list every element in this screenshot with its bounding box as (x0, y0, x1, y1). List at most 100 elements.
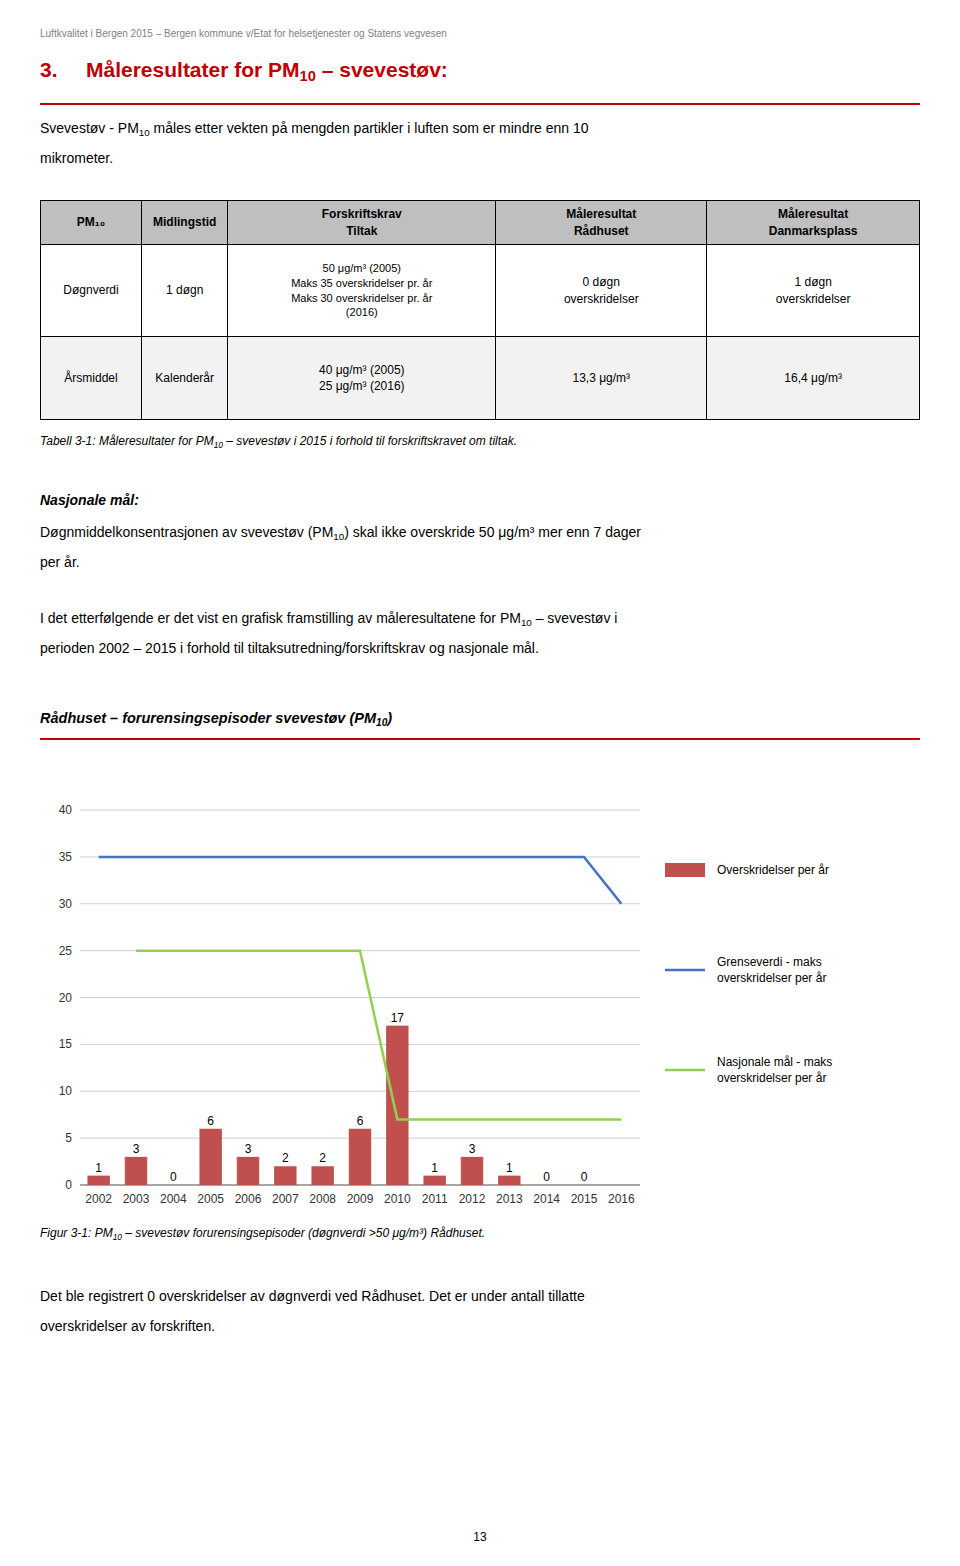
text-run: Døgnmiddelkonsentrasjonen av svevestøv (… (40, 524, 333, 540)
text-run: mikrometer. (40, 150, 113, 166)
figure-caption: Figur 3-1: PM10 – svevestøv forurensings… (40, 1226, 485, 1240)
subscript: 10 (333, 531, 344, 542)
x-tick-label: 2009 (347, 1192, 374, 1206)
data-label: 2 (282, 1151, 289, 1165)
bar (423, 1176, 445, 1185)
x-tick-label: 2004 (160, 1192, 187, 1206)
data-label: 0 (170, 1170, 177, 1184)
series-line (99, 857, 622, 904)
table-column (142, 201, 228, 420)
data-label: 3 (469, 1142, 476, 1156)
legend-label-line: overskridelser per år (717, 971, 826, 985)
text-run: – svevestøv forurensingsepisoder (døgnve… (122, 1226, 485, 1240)
subscript: 10 (300, 68, 316, 84)
data-label: 1 (506, 1161, 513, 1175)
separator (40, 738, 920, 740)
national-heading: Nasjonale mål: (40, 492, 139, 508)
bar (125, 1157, 147, 1185)
y-tick-label: 10 (59, 1084, 73, 1098)
table-caption: Tabell 3-1: Måleresultater for PM10 – sv… (40, 434, 517, 448)
data-label: 17 (391, 1011, 405, 1025)
text-run: per år. (40, 554, 80, 570)
period-line: perioden 2002 – 2015 i forhold til tilta… (40, 640, 539, 656)
chart: 0510152025303540200220032004200520062007… (0, 790, 960, 1210)
x-tick-label: 2014 (533, 1192, 560, 1206)
plot-marks (87, 857, 621, 1185)
x-tick-label: 2008 (309, 1192, 336, 1206)
table-cell: 50 μg/m³ (2005) Maks 35 overskridelser p… (228, 245, 496, 337)
grid-line (80, 903, 640, 904)
x-tick-label: 2012 (459, 1192, 486, 1206)
table-cell: Årsmiddel (41, 337, 142, 420)
grid-line (80, 810, 640, 811)
bar (162, 1185, 184, 1186)
national-line: per år. (40, 554, 80, 570)
subscript: 10 (521, 617, 532, 628)
series-line (136, 951, 621, 1120)
y-tick-label: 5 (65, 1131, 72, 1145)
bar (199, 1129, 221, 1185)
chart-heading: Rådhuset – forurensingsepisoder svevestø… (40, 710, 392, 726)
table-cell: 1 døgn (142, 245, 228, 337)
bar (237, 1157, 259, 1185)
legend-label: Overskridelser per år (717, 863, 829, 877)
table-header-cell: Midlingstid (142, 201, 228, 245)
x-tick-label: 2005 (197, 1192, 224, 1206)
legend-swatch (665, 863, 705, 877)
legend-label: Nasjonale mål - maksoverskridelser per å… (717, 1055, 832, 1085)
intro-line: Svevestøv - PM10 måles etter vekten på m… (40, 120, 589, 136)
text-run: Svevestøv - PM (40, 120, 139, 136)
bar (349, 1129, 371, 1185)
x-tick-label: 2015 (571, 1192, 598, 1206)
subscript: 10 (113, 1232, 122, 1242)
intro-line: mikrometer. (40, 150, 113, 166)
y-tick-label: 25 (59, 944, 73, 958)
grid-line (80, 1044, 640, 1045)
legend-label-line: Grenseverdi - maks (717, 955, 822, 969)
bar (535, 1185, 557, 1186)
table-header-cell: Måleresultat Rådhuset (496, 201, 707, 245)
separator (40, 103, 920, 105)
subscript: 10 (214, 440, 223, 450)
table-cell: 16,4 μg/m³ (707, 337, 920, 420)
y-tick-label: 0 (65, 1178, 72, 1192)
data-labels: 130632261713100 (95, 1011, 587, 1184)
text-run: Tabell 3-1: Måleresultater for PM (40, 434, 214, 448)
y-tick-label: 30 (59, 897, 73, 911)
table-header-cell: Forskriftskrav Tiltak (228, 201, 496, 245)
data-label: 6 (357, 1114, 364, 1128)
bar (498, 1176, 520, 1185)
x-tick-label: 2016 (608, 1192, 635, 1206)
conclusion-line: overskridelser av forskriften. (40, 1318, 215, 1334)
text-run: overskridelser av forskriften. (40, 1318, 215, 1334)
legend-label-line: Nasjonale mål - maks (717, 1055, 832, 1069)
data-label: 3 (133, 1142, 140, 1156)
legend-label-line: Overskridelser per år (717, 863, 829, 877)
page-number: 13 (0, 1530, 960, 1544)
table-cell: 1 døgn overskridelser (707, 245, 920, 337)
bar (87, 1176, 109, 1185)
text-run: ) (387, 710, 392, 726)
text-run: Det ble registrert 0 overskridelser av d… (40, 1288, 585, 1304)
x-tick-label: 2002 (85, 1192, 112, 1206)
table-header-cell: PM₁₀ (41, 201, 142, 245)
data-label: 2 (319, 1151, 326, 1165)
national-line: Døgnmiddelkonsentrasjonen av svevestøv (… (40, 524, 641, 540)
text-run: – svevestøv i (532, 610, 618, 626)
y-tick-label: 15 (59, 1037, 73, 1051)
y-tick-label: 20 (59, 991, 73, 1005)
x-tick-label: 2003 (123, 1192, 150, 1206)
table-cell: Døgnverdi (41, 245, 142, 337)
y-tick-label: 35 (59, 850, 73, 864)
x-tick-label: 2007 (272, 1192, 299, 1206)
y-tick-label: 40 (59, 803, 73, 817)
text-run: perioden 2002 – 2015 i forhold til tilta… (40, 640, 539, 656)
text-run: – svevestøv i 2015 i forhold til forskri… (223, 434, 517, 448)
data-label: 3 (245, 1142, 252, 1156)
legend: Overskridelser per år Grenseverdi - maks o… (665, 863, 832, 1085)
bar (461, 1157, 483, 1185)
page-header: Luftkvalitet i Bergen 2015 – Bergen komm… (40, 28, 447, 39)
conclusion-line: Det ble registrert 0 overskridelser av d… (40, 1288, 585, 1304)
x-tick-label: 2013 (496, 1192, 523, 1206)
subscript: 10 (376, 717, 387, 728)
